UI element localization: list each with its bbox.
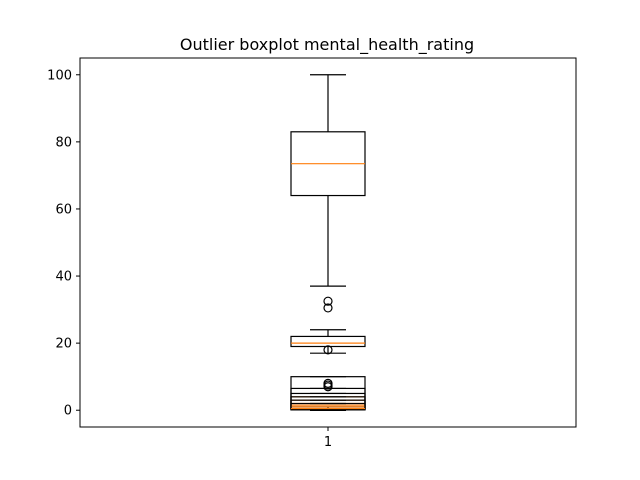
y-tick-label: 80 [55, 135, 72, 150]
axis-layer: 0 20 40 60 80 100 1 [47, 68, 332, 450]
iqr-box [290, 335, 366, 348]
outlier-point [323, 378, 333, 388]
chart-title: Outlier boxplot mental_health_rating [180, 35, 474, 55]
outlier-point [323, 345, 333, 355]
box-group-0 [290, 74, 366, 313]
y-tick-label: 100 [47, 68, 72, 83]
x-tick-label: 1 [324, 435, 332, 450]
outlier-point [323, 303, 333, 313]
box-group-7 [290, 402, 366, 411]
y-tick-label: 20 [55, 337, 72, 352]
box-group-1 [290, 329, 366, 355]
y-tick-label: 40 [55, 270, 72, 285]
iqr-box [290, 402, 366, 411]
outlier-point [323, 296, 333, 306]
plot-layer [290, 74, 366, 411]
y-tick-label: 0 [64, 404, 72, 419]
y-tick-label: 60 [55, 202, 72, 217]
